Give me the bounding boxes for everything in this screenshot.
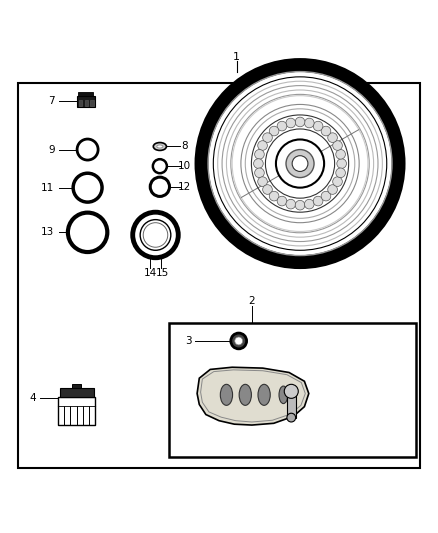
Text: 10: 10 <box>178 161 191 171</box>
Bar <box>18 83 420 468</box>
Circle shape <box>286 118 296 128</box>
Text: 11: 11 <box>41 183 54 192</box>
Ellipse shape <box>157 145 163 148</box>
Bar <box>83 406 89 425</box>
Circle shape <box>263 185 272 195</box>
Text: 12: 12 <box>178 182 191 192</box>
Circle shape <box>336 149 346 159</box>
Text: 13: 13 <box>41 228 54 237</box>
Circle shape <box>333 177 343 187</box>
Bar <box>58 397 95 425</box>
Circle shape <box>321 191 331 201</box>
Text: 7: 7 <box>48 96 55 107</box>
Circle shape <box>277 122 287 131</box>
Circle shape <box>269 191 279 201</box>
Text: 8: 8 <box>181 141 188 151</box>
Circle shape <box>269 126 279 136</box>
Circle shape <box>328 185 337 195</box>
Circle shape <box>201 65 399 262</box>
Text: 2: 2 <box>248 296 255 305</box>
Circle shape <box>277 196 287 206</box>
Bar <box>169 324 416 457</box>
Text: 5: 5 <box>280 258 287 268</box>
Circle shape <box>254 159 263 168</box>
Bar <box>60 388 94 397</box>
Text: 14: 14 <box>144 268 157 278</box>
Text: 9: 9 <box>48 144 55 155</box>
Ellipse shape <box>279 386 288 403</box>
Circle shape <box>258 141 267 150</box>
Circle shape <box>295 200 305 210</box>
Circle shape <box>254 149 264 159</box>
Ellipse shape <box>239 384 251 405</box>
Circle shape <box>284 384 298 398</box>
Bar <box>85 101 88 106</box>
Circle shape <box>286 150 314 177</box>
Circle shape <box>276 140 324 188</box>
Circle shape <box>304 199 314 209</box>
Circle shape <box>258 177 267 187</box>
Circle shape <box>235 337 243 345</box>
Bar <box>72 384 81 388</box>
Circle shape <box>254 168 264 177</box>
Text: 4: 4 <box>29 393 36 403</box>
Circle shape <box>232 96 368 231</box>
Circle shape <box>336 168 346 177</box>
Bar <box>90 101 94 106</box>
Circle shape <box>328 133 337 142</box>
Ellipse shape <box>220 384 233 405</box>
Bar <box>77 406 83 425</box>
Circle shape <box>337 159 346 168</box>
Bar <box>79 101 82 106</box>
Circle shape <box>295 117 305 127</box>
Bar <box>64 406 71 425</box>
Circle shape <box>292 156 308 172</box>
Ellipse shape <box>153 142 166 150</box>
Bar <box>77 96 95 107</box>
Bar <box>78 92 93 96</box>
Text: 6: 6 <box>289 258 296 268</box>
Text: 3: 3 <box>185 336 192 346</box>
Text: 1: 1 <box>233 52 240 62</box>
Circle shape <box>263 133 272 142</box>
Circle shape <box>286 199 296 209</box>
Circle shape <box>313 196 323 206</box>
Bar <box>71 406 77 425</box>
Bar <box>89 406 95 425</box>
Circle shape <box>231 333 247 349</box>
Ellipse shape <box>258 384 270 405</box>
Bar <box>287 391 296 418</box>
Circle shape <box>333 141 343 150</box>
Circle shape <box>313 122 323 131</box>
Circle shape <box>140 220 171 251</box>
PathPatch shape <box>197 367 309 425</box>
Bar <box>58 406 64 425</box>
Circle shape <box>304 118 314 128</box>
Circle shape <box>321 126 331 136</box>
Text: 15: 15 <box>155 268 169 278</box>
Circle shape <box>287 413 296 422</box>
